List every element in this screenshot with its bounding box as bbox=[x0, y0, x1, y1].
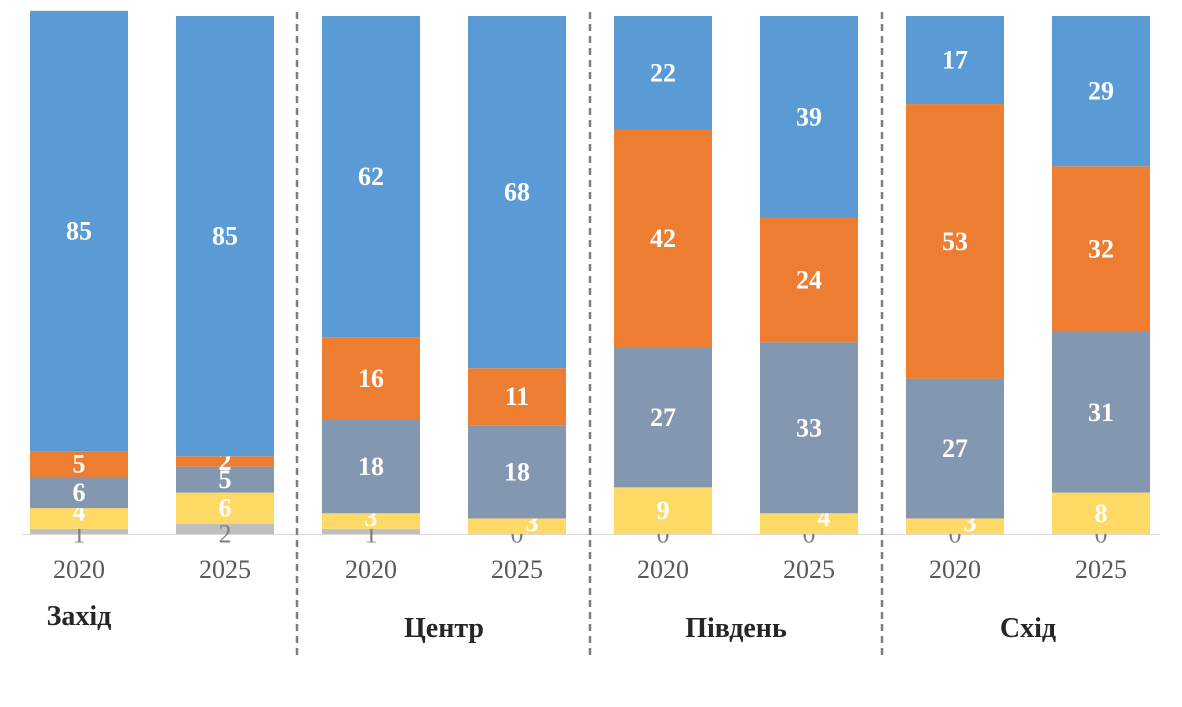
bar-segment bbox=[176, 456, 274, 467]
bar-segment bbox=[176, 523, 274, 534]
region-label: Південь bbox=[685, 613, 787, 644]
bar-segment bbox=[30, 508, 128, 529]
data-label: 9 bbox=[657, 496, 670, 525]
bar-segment bbox=[906, 378, 1004, 519]
bar-segment bbox=[1052, 492, 1150, 534]
data-label: 85 bbox=[66, 216, 92, 245]
region-label: Схід bbox=[1000, 613, 1056, 644]
bar-segment bbox=[322, 16, 420, 338]
year-tick-label: 2025 bbox=[199, 555, 251, 584]
data-label: 27 bbox=[650, 403, 676, 432]
data-label: 17 bbox=[942, 46, 968, 75]
region-label: Центр bbox=[404, 613, 484, 644]
bar-segment bbox=[468, 518, 566, 534]
bar-segment bbox=[1052, 16, 1150, 167]
data-label: 39 bbox=[796, 103, 822, 132]
bar-segment bbox=[760, 513, 858, 534]
bar-segment bbox=[906, 518, 1004, 534]
data-label: 5 bbox=[73, 450, 86, 479]
bar-segment bbox=[468, 425, 566, 519]
bar-segment bbox=[30, 477, 128, 509]
bar-segment bbox=[906, 104, 1004, 379]
data-label: 42 bbox=[650, 224, 676, 253]
bar-segment bbox=[30, 451, 128, 478]
data-label: 2 bbox=[219, 520, 232, 549]
data-label: 16 bbox=[358, 364, 384, 393]
year-tick-label: 2020 bbox=[345, 555, 397, 584]
bar-segment bbox=[1052, 166, 1150, 332]
region-label: Захід bbox=[47, 601, 112, 632]
data-label: 85 bbox=[212, 222, 238, 251]
bar-segment bbox=[322, 513, 420, 529]
data-label: 27 bbox=[942, 434, 968, 463]
bar-segment bbox=[760, 218, 858, 343]
data-label: 32 bbox=[1088, 235, 1114, 264]
data-label: 8 bbox=[1095, 499, 1108, 528]
bar-segment bbox=[614, 347, 712, 488]
bar-segment bbox=[322, 528, 420, 534]
data-label: 33 bbox=[796, 413, 822, 442]
bar-segment bbox=[1052, 331, 1150, 493]
data-label: 5 bbox=[219, 465, 232, 494]
data-label: 6 bbox=[219, 494, 232, 523]
bar-segment bbox=[614, 16, 712, 130]
bar-segment bbox=[176, 492, 274, 524]
data-label: 6 bbox=[73, 478, 86, 507]
year-tick-label: 2020 bbox=[53, 555, 105, 584]
bar-segment bbox=[176, 466, 274, 493]
data-label: 24 bbox=[796, 266, 822, 295]
bar-segment bbox=[760, 16, 858, 219]
year-tick-label: 2025 bbox=[783, 555, 835, 584]
data-label: 68 bbox=[504, 178, 530, 207]
data-label: 62 bbox=[358, 162, 384, 191]
data-label: 22 bbox=[650, 58, 676, 87]
plot-area: 14658520202652852025Захід131816622020031… bbox=[22, 10, 1160, 658]
bar-segment bbox=[614, 487, 712, 534]
bar-segment bbox=[322, 420, 420, 514]
data-label: 11 bbox=[505, 382, 530, 411]
year-tick-label: 2020 bbox=[929, 555, 981, 584]
year-tick-label: 2025 bbox=[491, 555, 543, 584]
bar-segment bbox=[468, 368, 566, 426]
bar-segment bbox=[906, 16, 1004, 105]
bar-segment bbox=[322, 337, 420, 421]
bar-segment bbox=[30, 528, 128, 534]
data-label: 18 bbox=[504, 457, 530, 486]
bar-segment bbox=[30, 10, 128, 452]
bar-segment bbox=[468, 16, 566, 369]
year-tick-label: 2020 bbox=[637, 555, 689, 584]
bar-segment bbox=[760, 342, 858, 514]
data-label: 31 bbox=[1088, 398, 1114, 427]
year-tick-label: 2025 bbox=[1075, 555, 1127, 584]
data-label: 29 bbox=[1088, 77, 1114, 106]
data-label: 18 bbox=[358, 452, 384, 481]
bar-segment bbox=[176, 16, 274, 457]
data-label: 53 bbox=[942, 227, 968, 256]
bar-segment bbox=[614, 129, 712, 348]
